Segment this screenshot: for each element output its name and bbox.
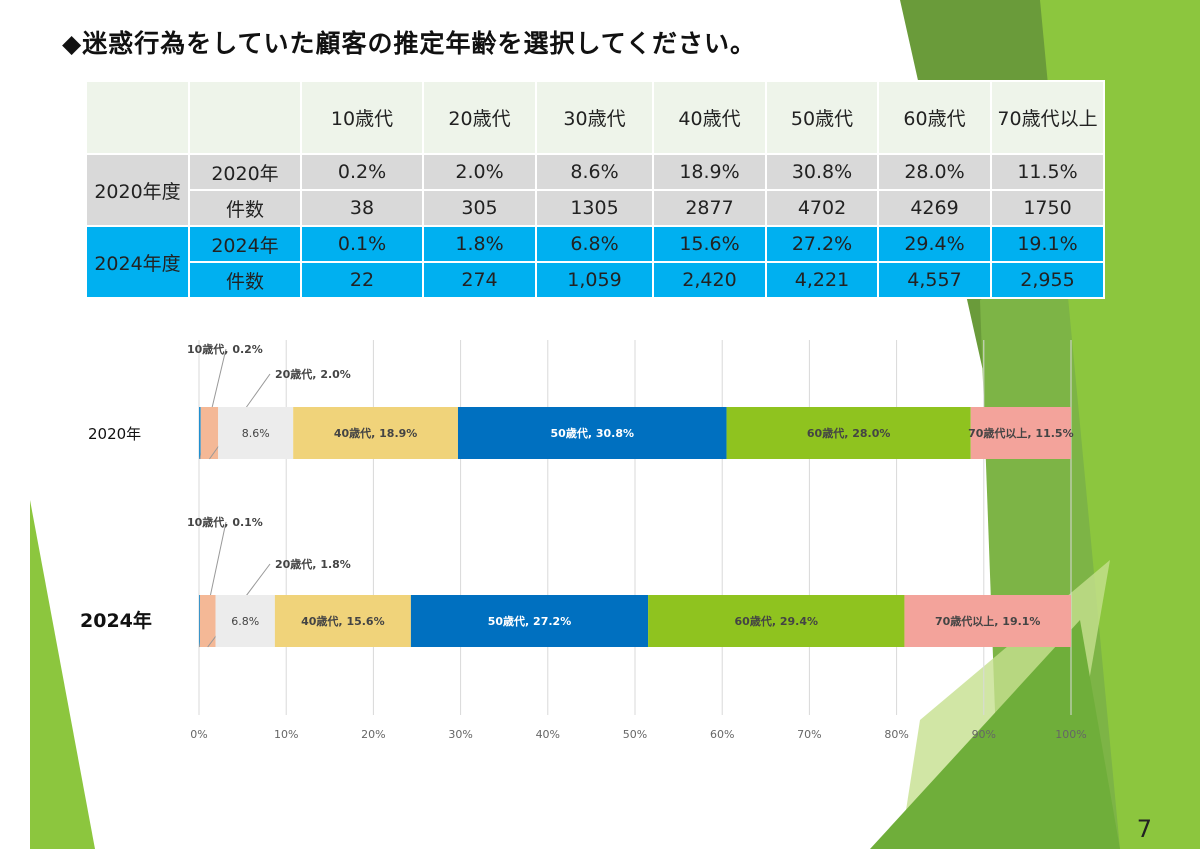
table-cell: 15.6% (652, 225, 767, 263)
table-row: 件数 38 305 1305 2877 4702 4269 1750 (86, 189, 1105, 227)
table-cell: 11.5% (990, 153, 1105, 191)
data-label: 40歳代, 15.6% (301, 614, 384, 628)
data-label: 50歳代, 27.2% (488, 614, 571, 628)
data-table: 10歳代 20歳代 30歳代 40歳代 50歳代 60歳代 70歳代以上 202… (85, 80, 1105, 299)
group-label: 2020年度 (85, 153, 190, 227)
table-cell: 8.6% (535, 153, 654, 191)
x-tick-label: 90% (972, 728, 996, 741)
table-row: 2024年度 2024年 0.1% 1.8% 6.8% 15.6% 27.2% 29.4% 19… (85, 225, 1105, 299)
data-label: 40歳代, 18.9% (334, 426, 417, 440)
group-label: 2024年度 (85, 225, 190, 299)
table-cell: 4702 (765, 189, 879, 227)
table-cell: 2.0% (422, 153, 537, 191)
header-cell: 50歳代 (765, 80, 879, 155)
bar-segment (726, 407, 971, 459)
data-label: 10歳代, 0.1% (187, 515, 263, 529)
bar-segment (970, 407, 1071, 459)
page-number: 7 (1136, 815, 1152, 843)
bar-segment (904, 595, 1071, 647)
data-label: 20歳代, 1.8% (275, 557, 351, 571)
x-tick-label: 80% (884, 728, 908, 741)
table-cell: 6.8% (535, 225, 654, 263)
table-cell: 27.2% (765, 225, 879, 263)
data-label: 6.8% (231, 615, 259, 628)
x-tick-label: 30% (448, 728, 472, 741)
bar-segment (199, 595, 200, 647)
table-cell: 件数 (188, 261, 302, 299)
table-cell: 4,557 (877, 261, 992, 299)
header-cell: 10歳代 (300, 80, 424, 155)
bar-segment (457, 407, 727, 459)
header-cell: 30歳代 (535, 80, 654, 155)
x-tick-label: 40% (536, 728, 560, 741)
bar-segment (200, 407, 219, 459)
table-cell: 2,420 (652, 261, 767, 299)
header-cell (188, 80, 302, 155)
bar-segment (199, 407, 201, 459)
table-cell: 0.1% (300, 225, 424, 263)
table-cell: 件数 (188, 189, 302, 227)
table-cell: 274 (422, 261, 537, 299)
table-row: 件数 22 274 1,059 2,420 4,221 4,557 2,955 (86, 261, 1105, 299)
table-cell: 2877 (652, 189, 767, 227)
bar-segment (410, 595, 649, 647)
table-row: 2020年度 2020年 0.2% 2.0% 8.6% 18.9% 30.8% 28.0% 11… (85, 153, 1105, 227)
slide-title: ◆迷惑行為をしていた顧客の推定年齢を選択してください。 (62, 29, 756, 58)
data-label: 60歳代, 29.4% (735, 614, 818, 628)
bar-segment (215, 595, 275, 647)
table-cell: 28.0% (877, 153, 992, 191)
data-label: 50歳代, 30.8% (551, 426, 634, 440)
data-label: 20歳代, 2.0% (275, 367, 351, 381)
table-cell: 1,059 (535, 261, 654, 299)
table-cell: 4269 (877, 189, 992, 227)
bar-segment (293, 407, 458, 459)
table-cell: 2,955 (990, 261, 1105, 299)
table-cell: 1305 (535, 189, 654, 227)
x-tick-label: 60% (710, 728, 734, 741)
bar-segment (199, 595, 216, 647)
data-label: 10歳代, 0.2% (187, 342, 263, 356)
bar-segment (648, 595, 905, 647)
table-cell: 1750 (990, 189, 1105, 227)
header-cell: 70歳代以上 (990, 80, 1105, 155)
category-label: 2020年 (88, 425, 141, 443)
header-cell: 20歳代 (422, 80, 537, 155)
header-cell (85, 80, 190, 155)
table-cell: 2024年 (188, 225, 302, 263)
x-tick-label: 10% (274, 728, 298, 741)
x-tick-label: 100% (1055, 728, 1086, 741)
table-cell: 38 (300, 189, 424, 227)
bar-segment (218, 407, 294, 459)
table-cell: 2020年 (188, 153, 302, 191)
x-tick-label: 20% (361, 728, 385, 741)
table-cell: 1.8% (422, 225, 537, 263)
table-cell: 305 (422, 189, 537, 227)
data-label: 8.6% (242, 427, 270, 440)
x-tick-label: 0% (190, 728, 207, 741)
table-cell: 0.2% (300, 153, 424, 191)
table-cell: 29.4% (877, 225, 992, 263)
header-cell: 40歳代 (652, 80, 767, 155)
table-header-row: 10歳代 20歳代 30歳代 40歳代 50歳代 60歳代 70歳代以上 (85, 80, 1105, 155)
table-cell: 19.1% (990, 225, 1105, 263)
table-cell: 22 (300, 261, 424, 299)
table-cell: 4,221 (765, 261, 879, 299)
data-label: 70歳代以上, 19.1% (935, 614, 1040, 628)
category-label: 2024年 (80, 609, 152, 632)
x-tick-label: 70% (797, 728, 821, 741)
data-label: 60歳代, 28.0% (807, 426, 890, 440)
header-cell: 60歳代 (877, 80, 992, 155)
table-cell: 30.8% (765, 153, 879, 191)
x-tick-label: 50% (623, 728, 647, 741)
table-cell: 18.9% (652, 153, 767, 191)
data-label: 70歳代以上, 11.5% (968, 426, 1073, 440)
bar-segment (274, 595, 411, 647)
